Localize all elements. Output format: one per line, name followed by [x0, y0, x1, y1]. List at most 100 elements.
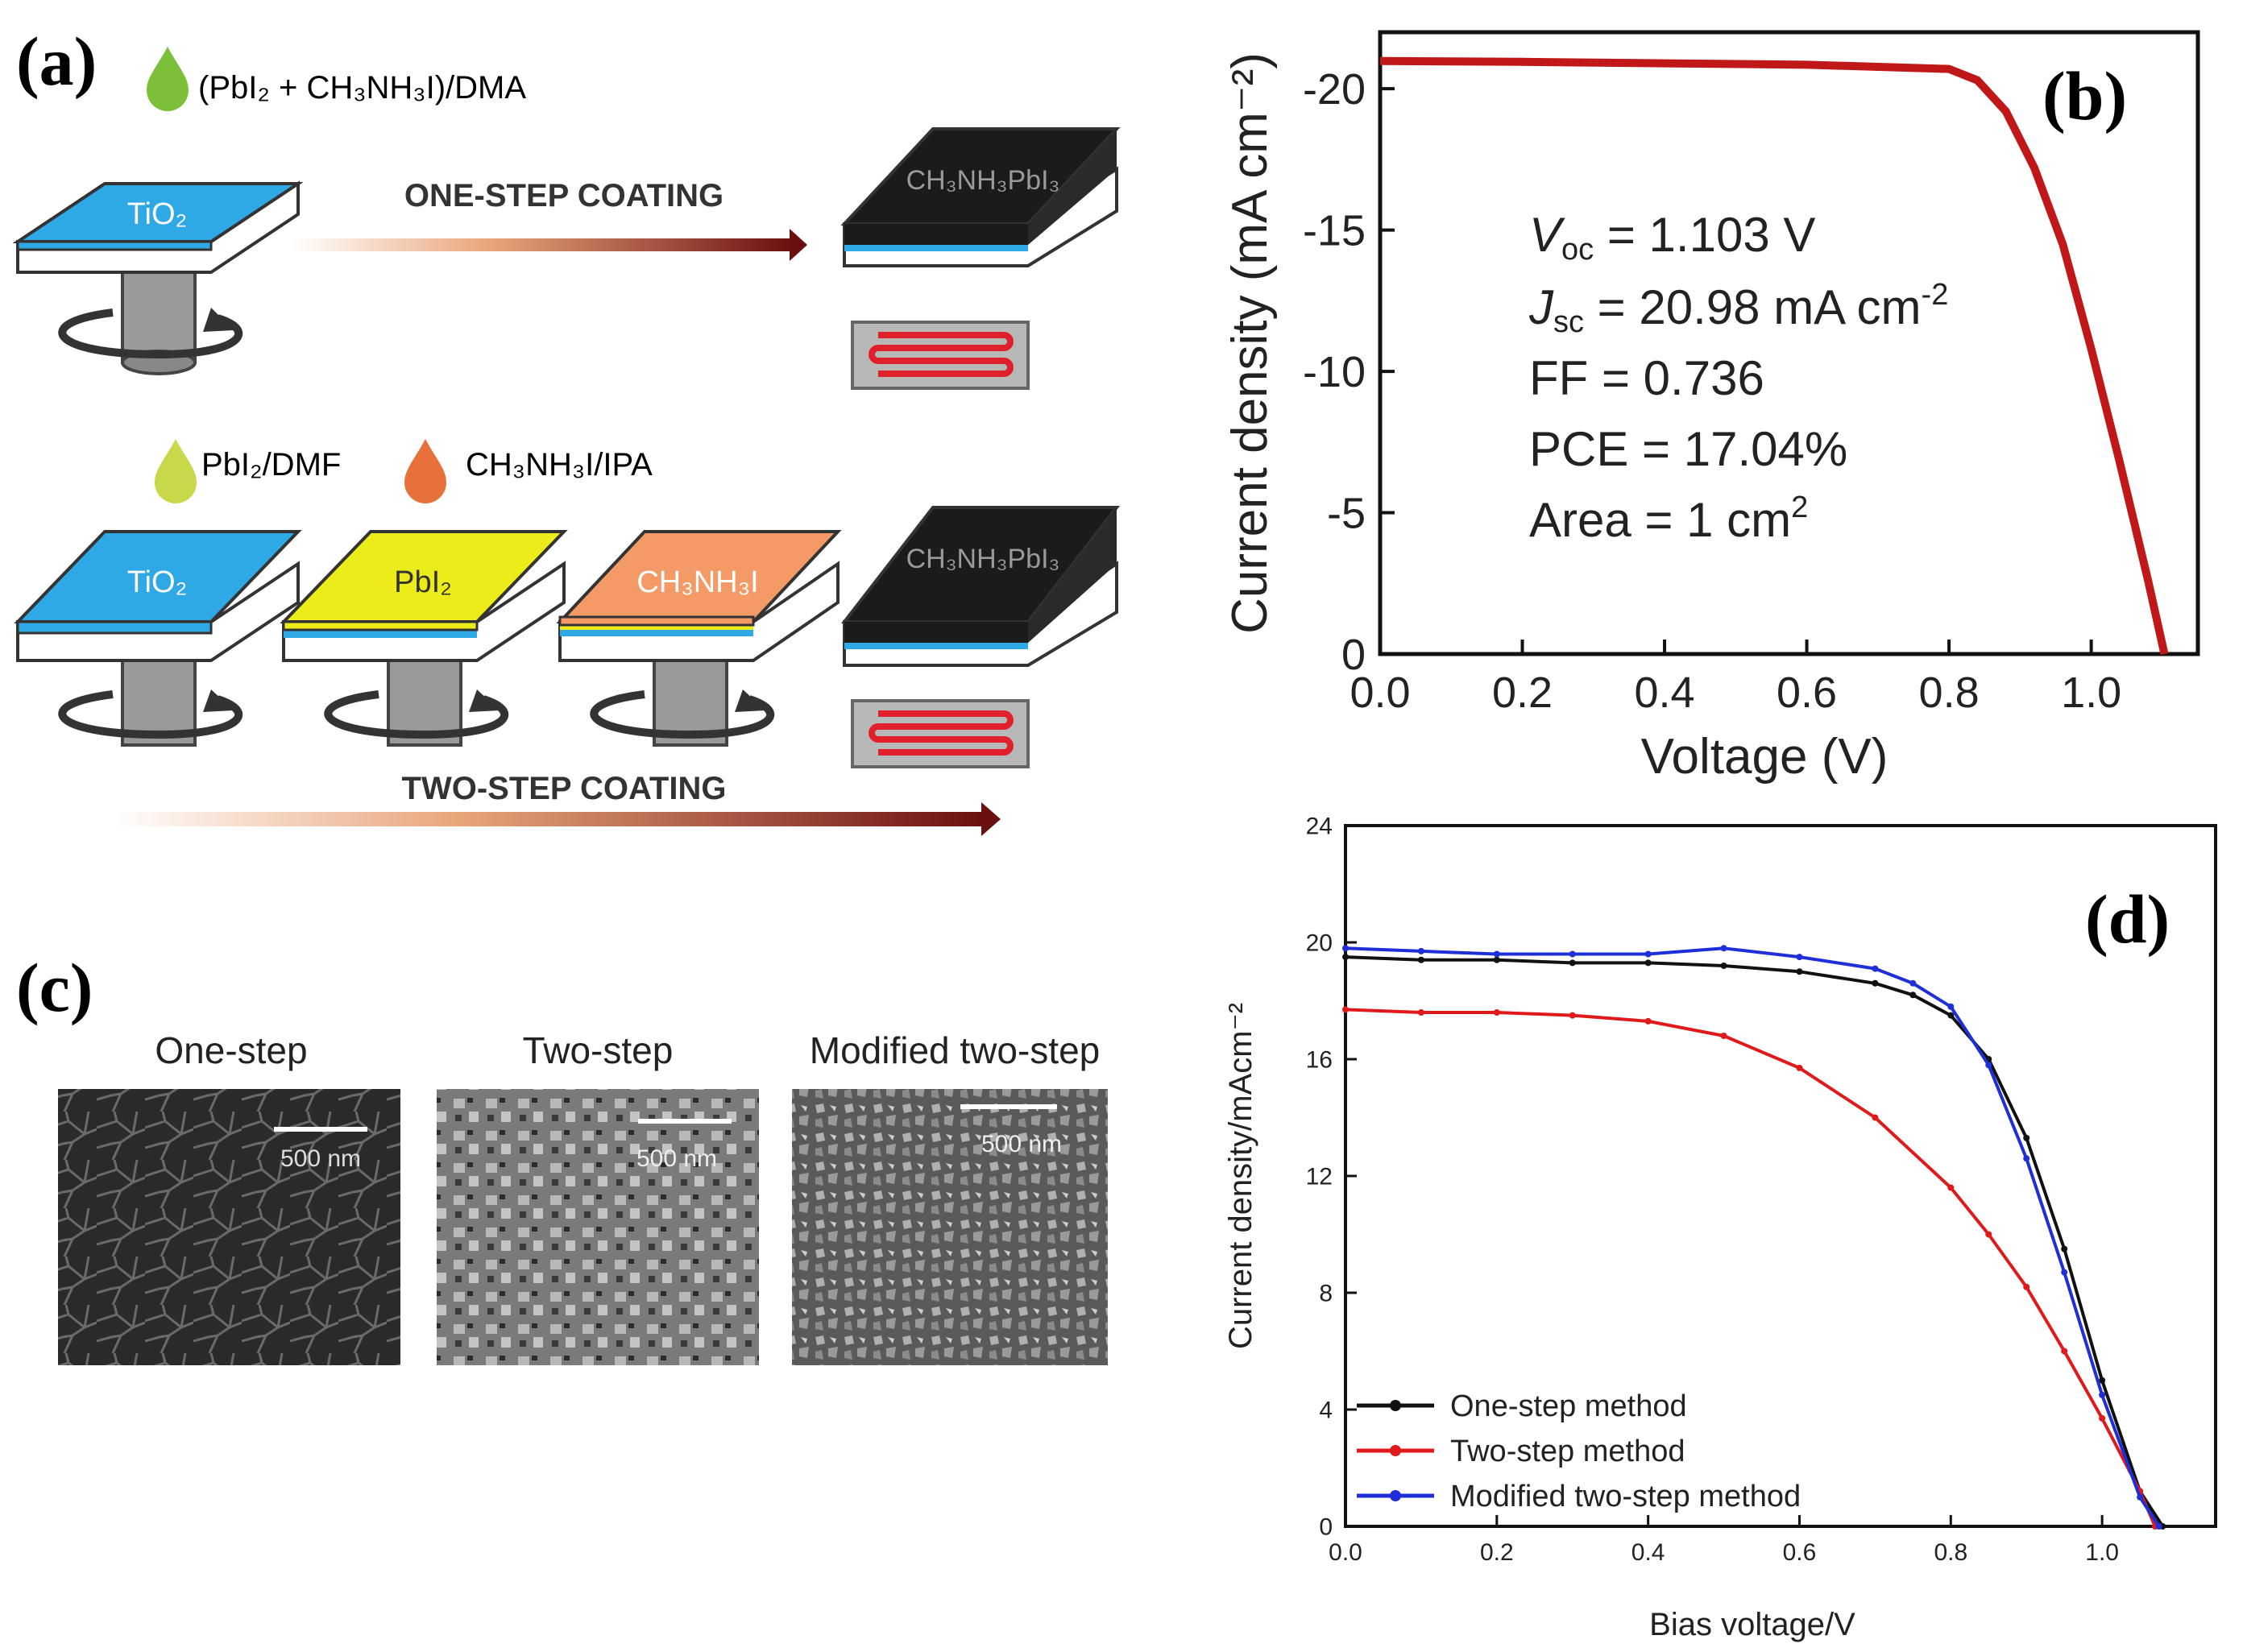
tio2-edge	[16, 240, 213, 251]
product-label: CH₃NH₃PbI₃	[906, 165, 1060, 196]
arrow-shaft	[292, 238, 791, 251]
two-step-drop2-label: CH₃NH₃I/IPA	[466, 447, 653, 482]
x-tick-label-4: 0.8	[1934, 1539, 1967, 1566]
two-step-pbi2-substrate: PbI₂	[280, 530, 568, 747]
two-step-drops: PbI₂/DMF CH₃NH₃I/IPA	[155, 439, 653, 503]
x-tick-label-0: 0.0	[1329, 1539, 1362, 1566]
x-tick-label-1: 0.2	[1480, 1539, 1514, 1566]
series-2-point-9	[1947, 1003, 1955, 1010]
mai-label: CH₃NH₃I	[636, 565, 758, 599]
two-step-tio2-substrate: TiO₂	[14, 530, 302, 747]
series-2-point-3	[1569, 950, 1576, 958]
voc-subscript: oc	[1561, 233, 1594, 267]
series-1-point-0	[1342, 1006, 1349, 1013]
one-step-drop: (PbI₂ + CH₃NH₃I)/DMA	[147, 47, 526, 111]
hotplate-coil	[869, 332, 1014, 377]
pce-annotation: PCE = 17.04%	[1529, 422, 1847, 476]
rotation-arrowhead-icon	[735, 689, 765, 712]
area-annotation: Area = 1 cm2	[1529, 491, 1808, 547]
one-step-arrow-label: ONE-STEP COATING	[404, 178, 723, 213]
y-tick-label-0: 0	[1341, 631, 1366, 679]
series-line-2	[1345, 946, 2161, 1528]
y-tick-label-2: -10	[1303, 348, 1366, 396]
two-step-product: CH₃NH₃PbI₃	[840, 506, 1121, 768]
series-0-point-7	[1872, 979, 1879, 987]
x-tick-label-4: 0.8	[1919, 669, 1980, 717]
x-tick-label-0: 0.0	[1350, 669, 1410, 717]
x-tick-label-2: 0.4	[1635, 669, 1695, 717]
rotation-arrow-icon	[590, 690, 775, 739]
voc-annotation: Voc = 1.103 V	[1529, 208, 1815, 267]
panel-a-letter: (a)	[16, 23, 97, 100]
y-tick-label-2: 8	[1319, 1281, 1333, 1307]
sem-title-two-step: Two-step	[523, 1029, 674, 1071]
series-1-point-5	[1720, 1033, 1727, 1039]
series-2-point-7	[1872, 965, 1879, 972]
y-tick-label-5: 20	[1306, 930, 1333, 957]
legend-label-0: One-step method	[1450, 1389, 1687, 1423]
x-tick-label-3: 0.6	[1777, 669, 1837, 717]
panel-b-chart: (b) Voltage (V) Current density (mA cm⁻²…	[1222, 30, 2200, 785]
product-tio2-layer	[844, 245, 1028, 251]
pbi2-layer	[560, 625, 753, 630]
arrowhead-icon	[981, 802, 1001, 836]
area-text: Area = 1 cm	[1529, 493, 1791, 547]
panel-c: (c) One-step 500 nm Two-step 500 nm Modi…	[16, 949, 1108, 1365]
x-tick-label-5: 1.0	[2061, 669, 2121, 717]
legend-label-1: Two-step method	[1450, 1435, 1685, 1468]
scale-label: 500 nm	[981, 1131, 1062, 1157]
one-step-arrow: ONE-STEP COATING	[292, 178, 807, 261]
chart-b-xlabel: Voltage (V)	[1641, 729, 1889, 785]
product-label: CH₃NH₃PbI₃	[906, 544, 1060, 574]
series-2-point-15	[2155, 1523, 2162, 1530]
series-0-point-0	[1342, 954, 1349, 961]
legend-marker-0	[1390, 1400, 1401, 1411]
series-0-point-5	[1720, 963, 1727, 969]
tio2-label: TiO₂	[127, 197, 188, 231]
one-step-product: CH₃NH₃PbI₃	[840, 127, 1121, 390]
series-2-point-1	[1417, 947, 1424, 954]
y-tick-label-6: 24	[1306, 814, 1333, 840]
product-tio2-layer	[844, 643, 1028, 649]
perovskite-right	[1028, 507, 1117, 643]
series-0-point-11	[2023, 1134, 2030, 1141]
series-1-point-10	[2023, 1283, 2030, 1290]
one-step-substrate: TiO₂	[12, 180, 304, 375]
series-1-point-11	[2061, 1348, 2068, 1355]
series-2-point-0	[1342, 945, 1349, 952]
panel-c-letter: (c)	[16, 949, 93, 1026]
x-tick-label-5: 1.0	[2085, 1539, 2119, 1566]
perovskite-side	[844, 622, 1028, 643]
jsc-value: = 20.98 mA cm	[1584, 280, 1922, 334]
pbi2-edge	[282, 620, 479, 631]
scale-label: 500 nm	[280, 1145, 361, 1172]
series-2-point-6	[1796, 954, 1803, 961]
series-2-point-11	[2023, 1155, 2030, 1162]
rotation-arrow-icon	[58, 690, 243, 739]
arrow-shaft	[113, 812, 983, 826]
panel-d-chart: (d) Bias voltage/V Current density/mAcm⁻…	[1223, 814, 2217, 1642]
chart-d-ylabel: Current density/mAcm⁻²	[1223, 1003, 1258, 1349]
spin-chuck-shaft	[121, 264, 197, 364]
panel-d-letter: (d)	[2085, 880, 2170, 958]
chart-b-annotations: Voc = 1.103 V Jsc = 20.98 mA cm-2 FF = 0…	[1528, 208, 1948, 547]
chart-b-ylabel: Current density (mA cm⁻²)	[1222, 52, 1278, 634]
tio2-edge	[16, 620, 213, 635]
y-tick-label-3: 12	[1306, 1164, 1333, 1190]
jsc-subscript: sc	[1553, 305, 1584, 339]
ff-annotation: FF = 0.736	[1529, 351, 1764, 405]
chart-b-series	[1379, 56, 2169, 656]
panel-b-letter: (b)	[2042, 57, 2127, 135]
series-2-point-12	[2061, 1269, 2068, 1276]
y-tick-label-4: 16	[1306, 1047, 1333, 1074]
series-1-point-7	[1872, 1114, 1879, 1121]
series-1-point-4	[1644, 1017, 1652, 1025]
hotplate-coil	[869, 710, 1014, 756]
two-step-arrow-label: TWO-STEP COATING	[402, 771, 727, 806]
panel-a: (a) (PbI₂ + CH₃NH₃I)/DMA TiO₂ ONE-STEP C…	[12, 23, 1121, 836]
jsc-superscript: -2	[1922, 278, 1949, 312]
series-0-point-4	[1644, 959, 1652, 967]
series-0-point-1	[1417, 956, 1424, 963]
series-1-point-8	[1947, 1184, 1955, 1191]
